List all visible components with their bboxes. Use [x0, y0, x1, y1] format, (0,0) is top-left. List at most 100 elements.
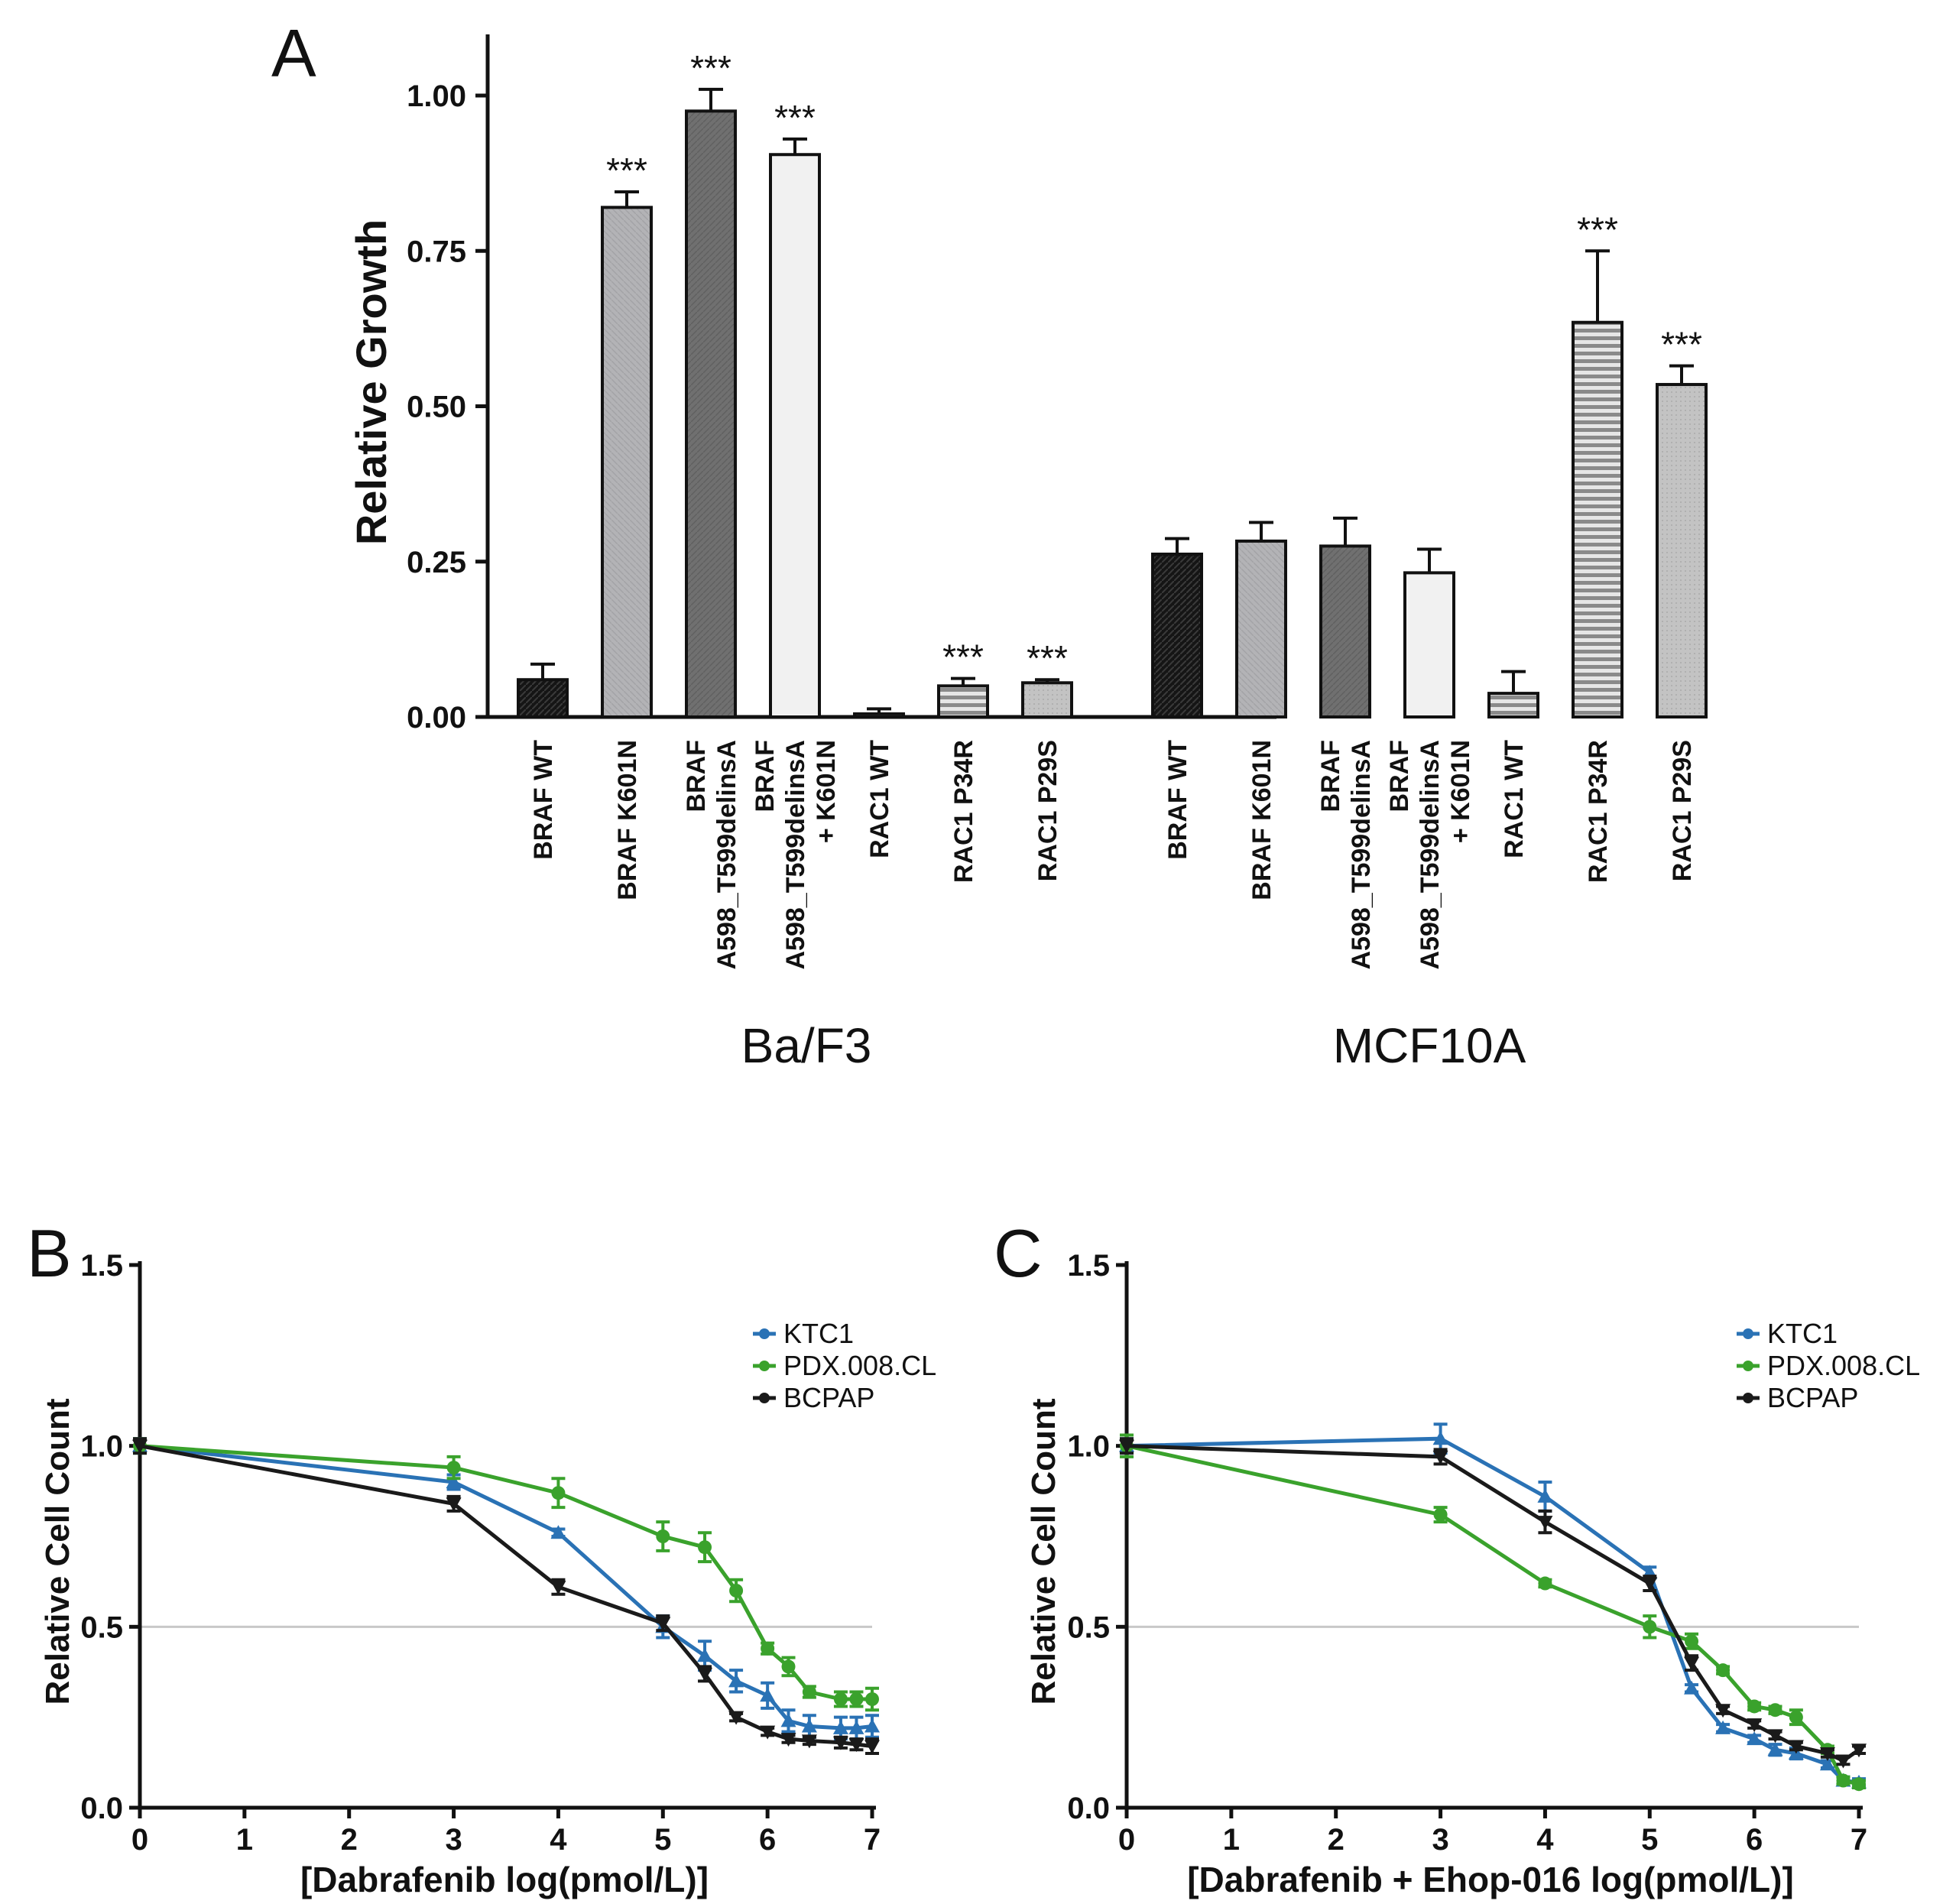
category-label: BRAF K601N — [613, 740, 642, 900]
category-label: BRAF — [682, 740, 711, 812]
x-tick-label: 4 — [1536, 1823, 1554, 1857]
legend-label: BCPAP — [783, 1382, 874, 1413]
data-point — [1538, 1576, 1552, 1591]
data-point — [446, 1461, 461, 1475]
legend-label: PDX.008.CL — [783, 1350, 936, 1381]
data-point — [801, 1734, 817, 1749]
category-label: BRAF — [1316, 740, 1345, 812]
significance-marker: *** — [942, 637, 984, 677]
x-tick-label: 0 — [131, 1823, 148, 1857]
legend-label: KTC1 — [783, 1318, 854, 1349]
data-point — [1747, 1699, 1762, 1714]
data-point — [1835, 1754, 1851, 1769]
data-point — [1852, 1777, 1866, 1792]
category-label: BRAF WT — [1163, 740, 1192, 860]
y-tick-label: 0.5 — [80, 1610, 123, 1644]
category-label: + K601N — [812, 740, 841, 843]
data-point — [832, 1720, 848, 1734]
panel-a-y-tick-label: 0.50 — [407, 391, 466, 424]
data-point — [728, 1711, 744, 1725]
data-point — [849, 1692, 864, 1706]
data-point — [1767, 1729, 1783, 1743]
data-point — [832, 1736, 848, 1750]
category-label: BRAF — [751, 740, 780, 812]
y-tick-label: 0.0 — [80, 1792, 123, 1825]
data-point — [1642, 1577, 1658, 1591]
panel-a-category-labels: BRAF WT BRAF K601N BRAF A598_T599delinsA BRA… — [529, 740, 1697, 970]
data-point — [446, 1497, 462, 1512]
panel-b-x-axis-label: [Dabrafenib log(pmol/L)] — [300, 1860, 709, 1899]
category-label: + K601N — [1446, 740, 1475, 843]
panel-c-y-axis-label: Relative Cell Count — [1025, 1398, 1062, 1705]
data-point — [1684, 1656, 1700, 1671]
y-tick-label: 1.5 — [80, 1249, 123, 1283]
y-tick-label: 0.5 — [1067, 1610, 1110, 1644]
data-point — [1537, 1488, 1553, 1503]
category-label: RAC1 WT — [865, 740, 894, 858]
bar — [1656, 383, 1708, 718]
data-point — [801, 1718, 817, 1733]
panel-a-y-tick-label: 1.00 — [407, 79, 466, 113]
data-point — [833, 1692, 848, 1706]
legend-marker — [759, 1393, 770, 1403]
data-point — [1788, 1740, 1804, 1754]
data-point — [1767, 1742, 1783, 1756]
data-point — [446, 1474, 462, 1488]
data-point — [132, 1439, 148, 1454]
data-point — [1685, 1634, 1699, 1649]
group-label-baf3: Ba/F3 — [741, 1018, 872, 1073]
category-label: RAC1 P29S — [1668, 740, 1697, 881]
data-point — [1715, 1720, 1731, 1734]
legend-marker — [1743, 1393, 1753, 1403]
bar — [1021, 681, 1073, 718]
significance-marker: *** — [1577, 209, 1618, 249]
y-tick-label: 1.5 — [1067, 1249, 1110, 1283]
panel-b-y-axis-label: Relative Cell Count — [39, 1398, 76, 1705]
group-label-mcf10a: MCF10A — [1333, 1018, 1526, 1073]
x-tick-label: 5 — [654, 1823, 671, 1857]
data-point — [1747, 1731, 1763, 1746]
data-point — [1715, 1704, 1731, 1718]
significance-marker: *** — [1027, 638, 1068, 678]
significance-marker: *** — [1661, 325, 1702, 365]
data-point — [697, 1667, 713, 1682]
data-point — [1768, 1703, 1782, 1717]
bar — [937, 684, 989, 718]
panel-b-line-chart: B Relative Cell Count [Dabrafenib log(pm… — [27, 1215, 936, 1899]
x-tick-label: 0 — [1118, 1823, 1135, 1857]
y-tick-label: 1.0 — [1067, 1430, 1110, 1464]
panel-a-bar-chart: A Relative Growth 0.00 0.25 0.50 0.75 1.00 *… — [271, 15, 1708, 1073]
data-point — [848, 1720, 864, 1734]
panel-a-y-tick-label: 0.00 — [407, 701, 466, 735]
data-point — [698, 1540, 712, 1555]
x-tick-label: 4 — [550, 1823, 567, 1857]
x-tick-label: 3 — [445, 1823, 462, 1857]
data-point — [1789, 1710, 1803, 1724]
data-point — [656, 1529, 670, 1543]
panel-b-letter: B — [27, 1215, 72, 1291]
significance-marker: *** — [606, 151, 647, 190]
bar — [601, 206, 653, 718]
data-point — [760, 1725, 776, 1740]
category-label: RAC1 P34R — [949, 740, 978, 883]
series-line-pdx-008-cl — [139, 1444, 872, 1701]
data-point — [1851, 1743, 1867, 1758]
significance-marker: *** — [690, 48, 731, 88]
panel-a-y-tick-label: 0.75 — [407, 235, 466, 268]
data-point — [864, 1740, 880, 1754]
x-tick-label: 6 — [1746, 1823, 1763, 1857]
data-point — [1432, 1431, 1448, 1445]
data-point — [761, 1641, 775, 1656]
panel-a-bars: *** *** *** *** *** *** *** — [517, 48, 1708, 719]
bar — [517, 678, 569, 718]
legend-label: KTC1 — [1767, 1318, 1838, 1349]
data-point — [1747, 1718, 1763, 1733]
data-point — [802, 1685, 816, 1699]
category-label: RAC1 P34R — [1584, 740, 1613, 883]
bar — [685, 109, 737, 718]
x-tick-label: 3 — [1432, 1823, 1448, 1857]
x-tick-label: 5 — [1641, 1823, 1658, 1857]
data-point — [1643, 1620, 1657, 1634]
